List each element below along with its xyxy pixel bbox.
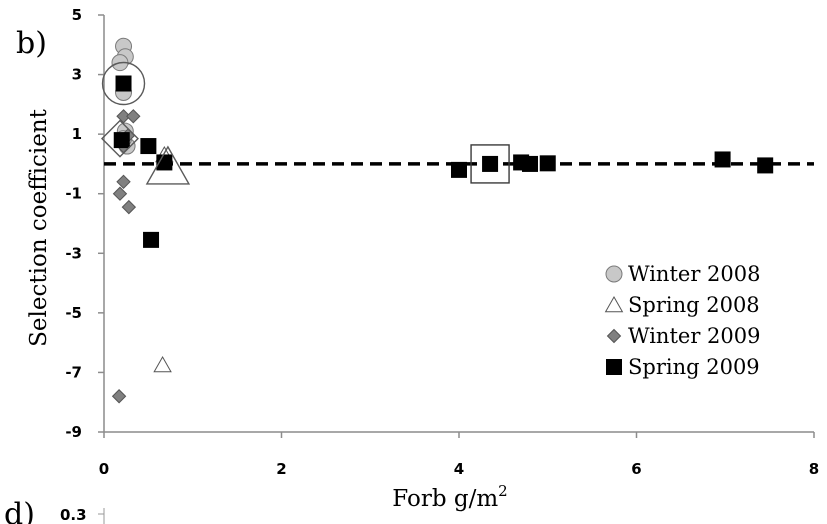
data-point-spring-2009 [757,157,774,174]
data-point-spring-2008 [153,355,172,373]
legend-label-spring-2009: Spring 2009 [628,355,760,379]
data-point-spring-2009 [115,75,132,92]
legend-label-spring-2008: Spring 2008 [628,293,760,317]
highlight-point-spring-2009 [470,144,510,184]
y-tick-label: -3 [65,244,82,262]
legend-marker-winter-2009 [606,328,622,344]
y-tick-label: 1 [72,125,82,143]
data-points [111,37,774,404]
y-axis-title: Selection coefficient [26,108,52,346]
highlight-markers [100,61,510,185]
x-axis-title: Forb g/m2 [392,482,507,512]
legend-label-winter-2009: Winter 2009 [628,324,760,348]
data-point-spring-2009 [451,161,467,178]
highlight-point-winter-2009 [100,119,139,158]
data-point-spring-2009 [522,155,538,172]
data-point-winter-2009 [111,389,127,404]
x-tick-label: 6 [631,460,641,478]
y-tick-label: -1 [65,185,82,203]
data-point-winter-2009 [112,186,128,201]
x-tick-label: 8 [809,460,819,478]
axes: 5 3 1 -1 -3 -5 -7 -9 0 2 4 6 8 [65,6,819,478]
data-point-winter-2009 [126,109,141,124]
data-point-spring-2009 [113,132,130,149]
next-panel-tick-label: 0.3 [60,506,87,524]
x-axis-title-superscript: 2 [498,482,508,500]
next-panel-label: d) [4,497,35,524]
y-tick-label: -5 [65,304,82,322]
legend-marker-spring-2008 [604,295,624,313]
legend: Winter 2008 Spring 2008 Winter 2009 Spring … [604,262,760,379]
y-tick-label: -7 [65,363,82,381]
data-point-spring-2009 [143,231,160,248]
legend-marker-winter-2008 [605,265,623,283]
data-point-winter-2009 [116,174,131,190]
data-point-spring-2009 [482,155,499,172]
legend-label-winter-2008: Winter 2008 [628,262,760,286]
data-point-winter-2009 [121,199,137,215]
data-point-spring-2009 [140,138,157,155]
data-point-winter-2009 [116,109,131,124]
legend-marker-spring-2009 [606,359,622,375]
y-tick-label: 5 [72,6,82,24]
y-tick-label: 3 [72,66,82,84]
highlight-point-winter-2008 [101,61,146,106]
panel-label: b) [16,26,47,61]
y-tick-label: -9 [65,423,82,441]
x-tick-label: 4 [454,460,464,478]
highlight-point-spring-2008 [145,145,191,185]
data-point-spring-2009 [539,155,556,172]
data-point-spring-2009 [714,151,731,168]
x-tick-label: 2 [276,460,286,478]
x-tick-label: 0 [99,460,109,478]
x-axis-title-text: Forb g/m [392,486,498,512]
